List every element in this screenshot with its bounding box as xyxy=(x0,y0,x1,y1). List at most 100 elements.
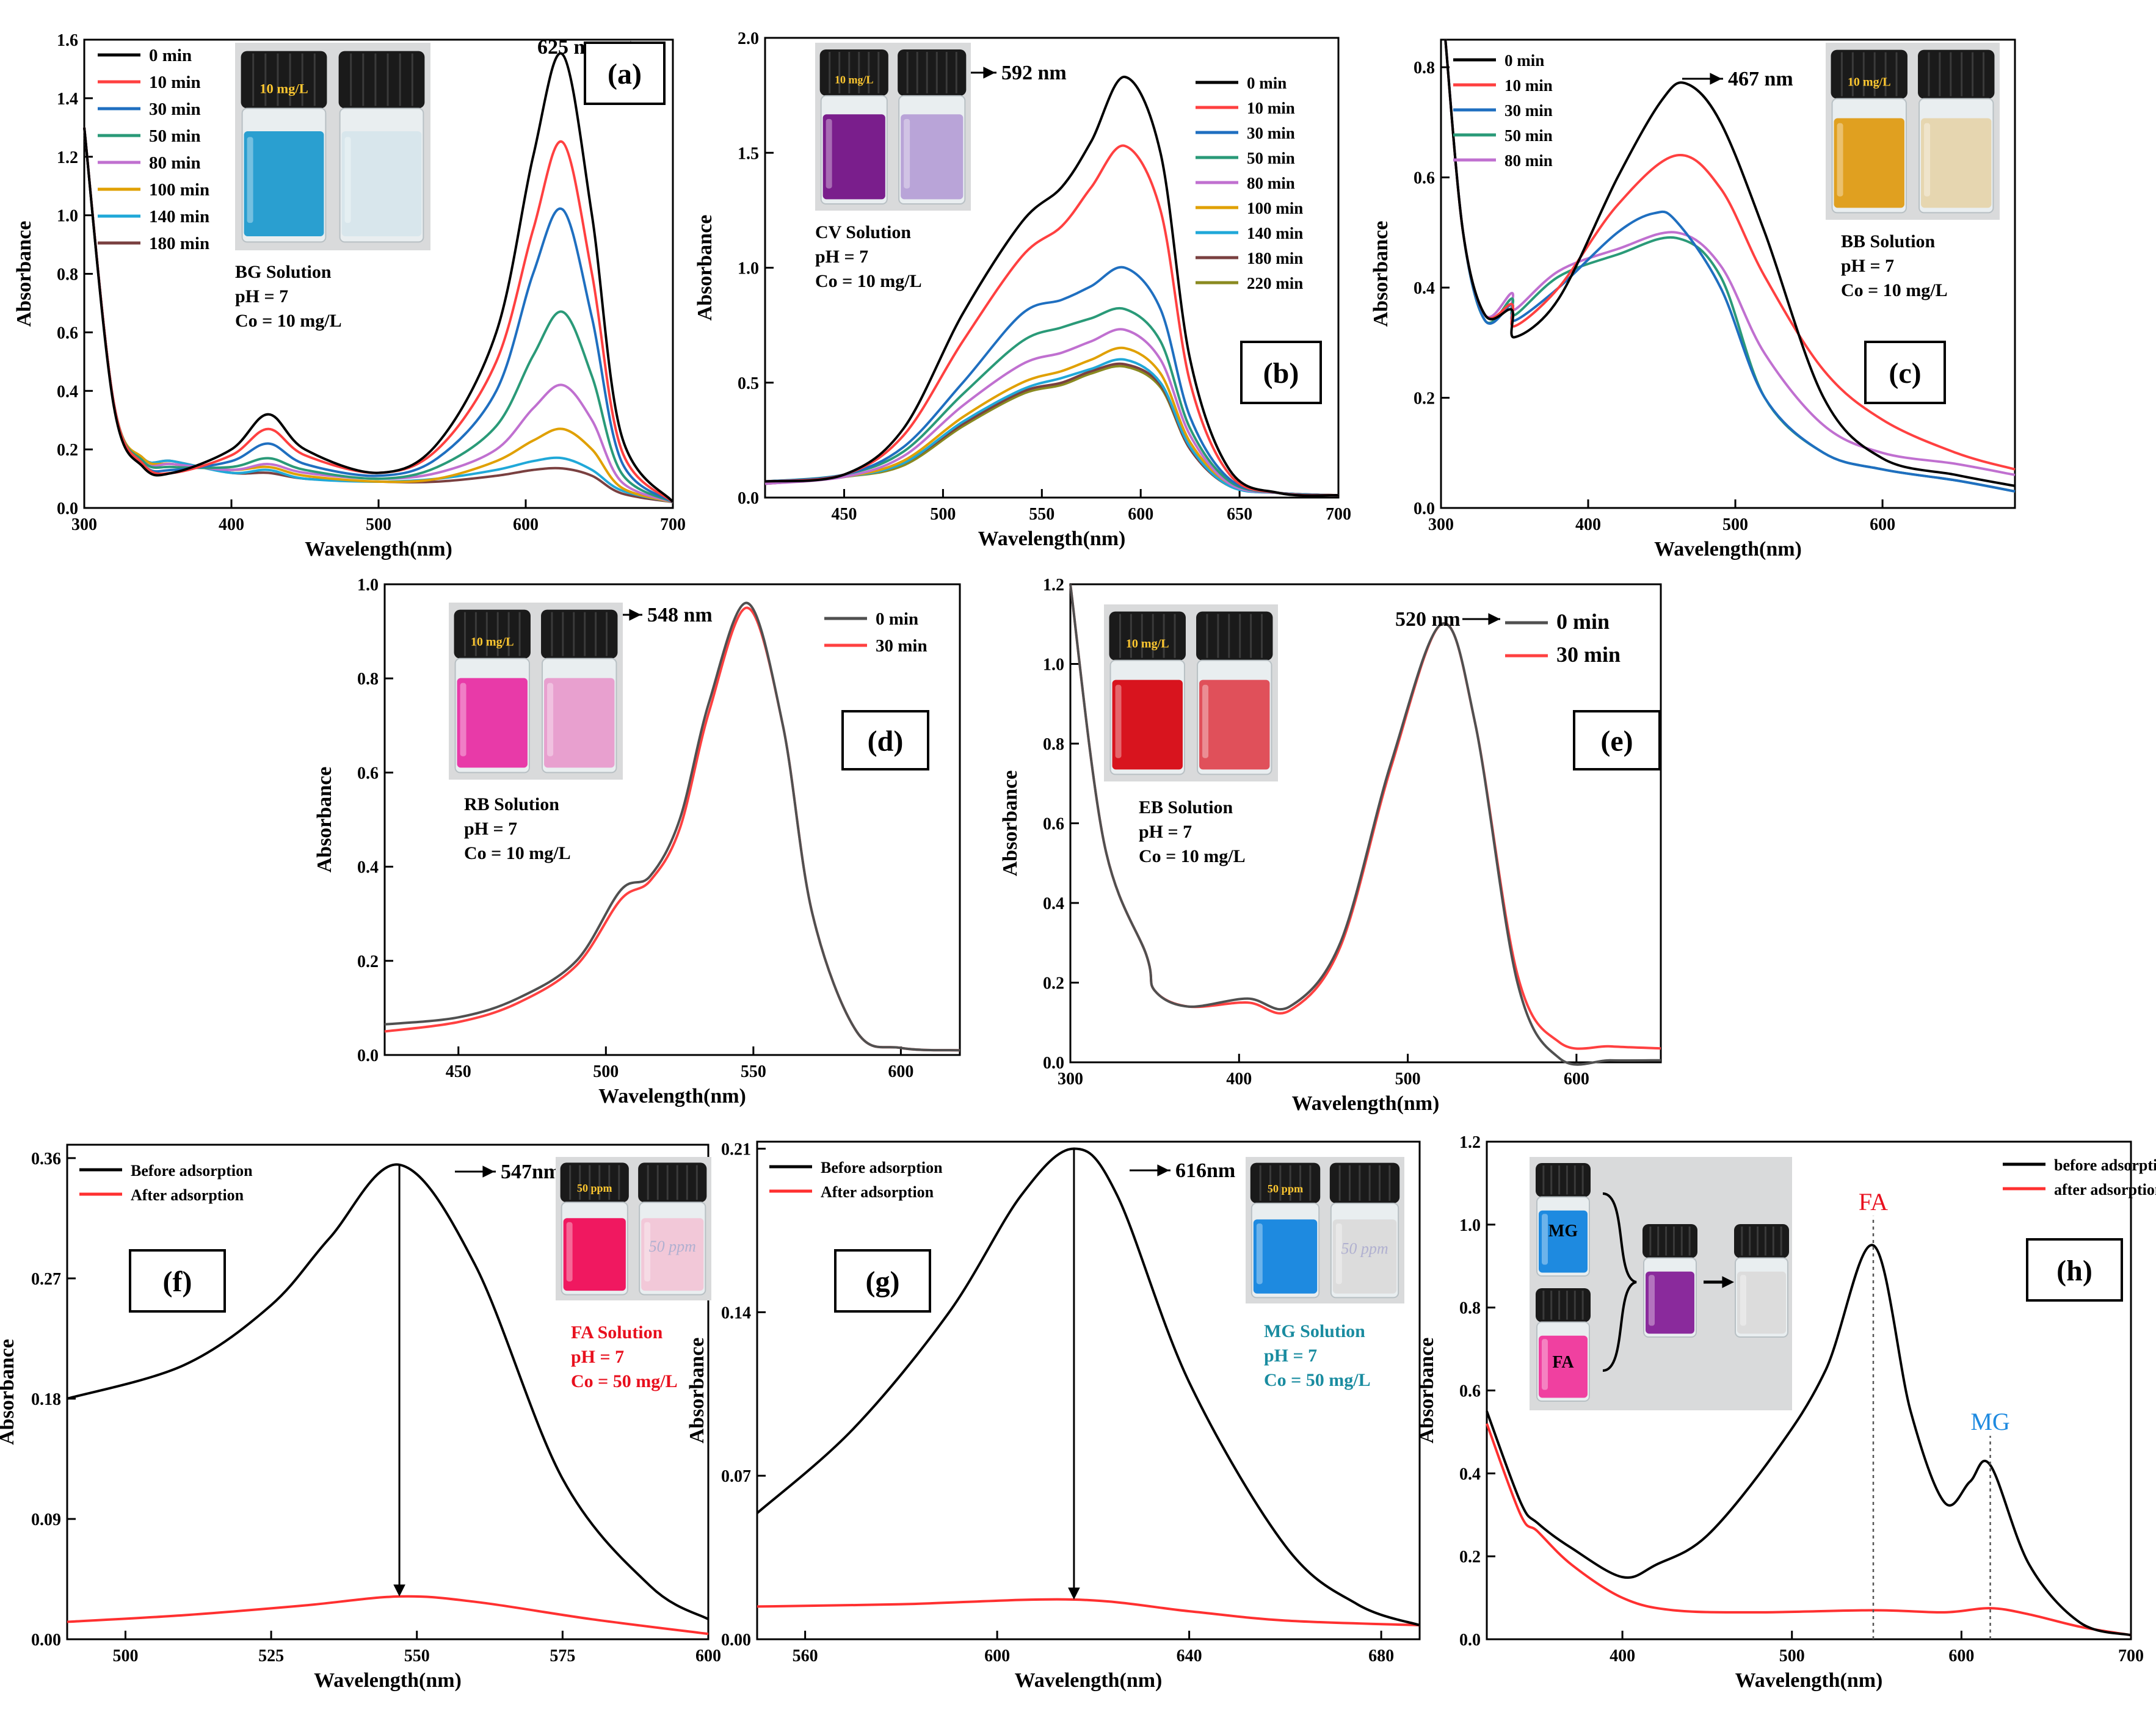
vial-label: 10 mg/L xyxy=(471,635,514,648)
vial-photo: 50 ppm 50 ppm xyxy=(556,1157,711,1300)
y-tick-label: 2.0 xyxy=(738,29,759,48)
y-tick-label: 0.2 xyxy=(1043,974,1064,993)
peak-annotation-mg: MG xyxy=(1970,1408,2009,1435)
y-tick-label: 1.0 xyxy=(738,259,759,278)
series-lines xyxy=(1486,1244,2132,1637)
vial-label: 10 mg/L xyxy=(260,81,308,96)
x-tick-label: 600 xyxy=(888,1062,913,1081)
x-tick-label: 525 xyxy=(258,1647,284,1666)
legend-label: 10 min xyxy=(149,73,201,92)
series-line xyxy=(1486,1244,2132,1637)
vial-liquid xyxy=(1737,1271,1786,1334)
series-lines xyxy=(1444,39,2016,493)
x-axis-label: Wavelength(nm) xyxy=(598,1085,746,1107)
y-tick-label: 0.6 xyxy=(57,324,78,343)
series-line xyxy=(764,144,1339,497)
x-axis-label: Wavelength(nm) xyxy=(1015,1669,1163,1692)
legend-label: 30 min xyxy=(1247,124,1295,142)
vial-cap xyxy=(1109,611,1186,661)
legend-label: 80 min xyxy=(1504,151,1553,170)
vial-after xyxy=(898,49,967,205)
x-axis-label: Wavelength(nm) xyxy=(1292,1092,1440,1115)
legend-label: After adsorption xyxy=(131,1186,244,1204)
vial-reflection xyxy=(1649,1275,1655,1326)
vial-reflection xyxy=(460,683,466,756)
panel-tag-box xyxy=(2026,1238,2123,1302)
solution-info-line: EB Solution xyxy=(1139,797,1233,817)
y-tick-label: 0.8 xyxy=(57,266,78,285)
x-tick-label: 300 xyxy=(71,515,97,534)
legend-label: 30 min xyxy=(1556,642,1621,667)
legend-label: Before adsorption xyxy=(821,1159,943,1176)
series-line xyxy=(1444,39,2016,493)
series-lines xyxy=(756,1147,1420,1626)
vial-liquid xyxy=(457,678,528,768)
solution-info: FA Solution pH = 7 Co = 50 mg/L xyxy=(571,1322,678,1391)
panel-tag-box xyxy=(129,1249,226,1313)
y-tick-label: 0.2 xyxy=(1414,390,1435,408)
vial-photo: 10 mg/L xyxy=(1826,43,2000,220)
peak-label: 592 nm xyxy=(1001,62,1067,84)
y-tick-label: 0.21 xyxy=(721,1140,751,1159)
vial-mg-label: MG xyxy=(1548,1222,1578,1241)
vial-reflection xyxy=(904,118,910,189)
x-tick-label: 500 xyxy=(366,515,391,534)
peak-annotation: 547nm xyxy=(455,1161,561,1183)
vial-reflection xyxy=(547,683,554,756)
peak-annotation: 548 nm xyxy=(601,604,713,626)
vial-cap xyxy=(1329,1162,1400,1203)
panel-f: 500 525 550 575 600 0.00 0.09 0.18 0.27 0.36 Wavel… xyxy=(0,1144,721,1692)
solution-info-line: BB Solution xyxy=(1841,231,1936,252)
solution-info-line: pH = 7 xyxy=(235,286,288,306)
y-axis-label: Absorbance xyxy=(313,767,336,873)
legend-label: 0 min xyxy=(1247,74,1287,92)
legend-label: 0 min xyxy=(1556,609,1610,634)
x-tick-label: 400 xyxy=(219,515,244,534)
peak-arrow-head xyxy=(983,67,995,79)
vial-reflection xyxy=(1542,1339,1548,1390)
vial-liquid xyxy=(1834,118,1904,208)
y-axis-label: Absorbance xyxy=(13,221,35,327)
y-tick-label: 1.0 xyxy=(357,576,379,595)
peak-annotation: 592 nm xyxy=(956,62,1067,84)
peak-arrow-head xyxy=(1157,1164,1169,1176)
peak-arrow-head xyxy=(482,1165,495,1178)
y-tick-label: 0.00 xyxy=(31,1631,61,1650)
solution-info: CV Solution pH = 7 Co = 10 mg/L xyxy=(815,222,922,291)
y-tick-label: 0.18 xyxy=(31,1390,61,1409)
x-tick-label: 500 xyxy=(930,505,956,524)
legend: Before adsorption After adsorption xyxy=(769,1159,943,1201)
solution-info: BG Solution pH = 7 Co = 10 mg/L xyxy=(235,262,342,331)
x-tick-label: 600 xyxy=(1870,515,1895,534)
vial-reflection xyxy=(1924,123,1931,197)
vial-cap xyxy=(1831,49,1907,99)
vial-before: 10 mg/L xyxy=(454,609,531,774)
vial-photo: 10 mg/L xyxy=(1104,604,1278,781)
y-tick-label: 0.8 xyxy=(1459,1299,1481,1318)
vial-cap xyxy=(560,1162,629,1203)
panel-tag: (b) xyxy=(1263,357,1299,390)
plot-frame xyxy=(383,583,961,1056)
x-tick-label: 600 xyxy=(1128,505,1153,524)
vial-reflection xyxy=(1335,1223,1342,1285)
series-line xyxy=(83,52,674,503)
solution-info-line: Co = 50 mg/L xyxy=(1264,1370,1371,1390)
panel-tag-box xyxy=(841,710,929,770)
vial-handwritten-label: 50 ppm xyxy=(1341,1239,1388,1257)
y-tick-label: 0.4 xyxy=(1414,279,1435,298)
drop-arrow-head xyxy=(1068,1587,1080,1600)
legend-label: 0 min xyxy=(1504,51,1544,70)
vial-liquid xyxy=(1539,1335,1588,1398)
brace xyxy=(1602,1192,1637,1372)
y-tick-label: 1.5 xyxy=(738,144,759,163)
solution-info-line: pH = 7 xyxy=(571,1347,624,1367)
y-tick-label: 0.4 xyxy=(1043,894,1064,913)
series-line xyxy=(756,1147,1420,1626)
vial-photo: 10 mg/L xyxy=(815,43,971,211)
x-tick-label: 500 xyxy=(1779,1647,1805,1666)
panel-tag-box xyxy=(1240,341,1322,404)
vial-mixed xyxy=(1642,1224,1697,1338)
y-axis-label: Absorbance xyxy=(0,1339,18,1445)
y-tick-label: 0.00 xyxy=(721,1631,751,1650)
series-line xyxy=(764,266,1339,497)
